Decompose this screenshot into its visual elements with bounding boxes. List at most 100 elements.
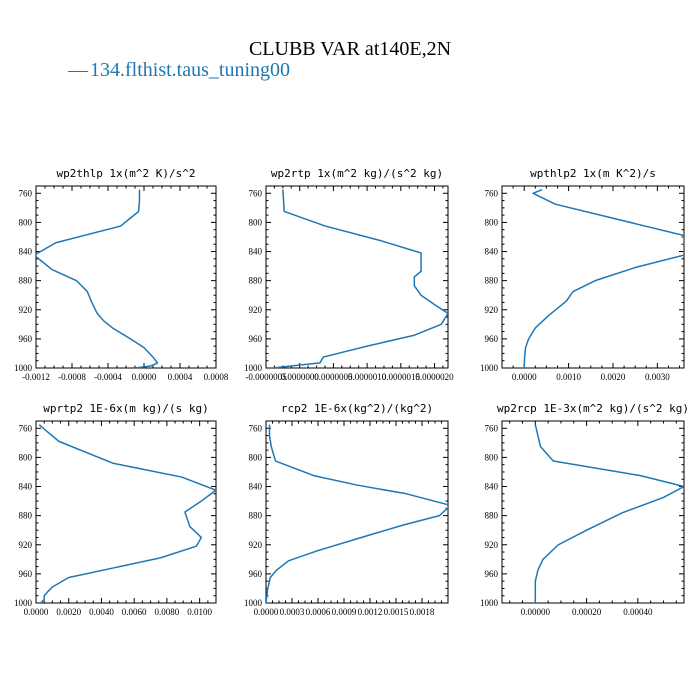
chart-panel-5: rcp2 1E-6x(kg^2)/(kg^2) 760 800 840 880 920 96… bbox=[244, 402, 449, 617]
x-tick-label: 0.0000 bbox=[24, 607, 49, 617]
x-tick-label: 0.0009 bbox=[332, 607, 357, 617]
x-tick-label: 0.0000 bbox=[132, 372, 157, 382]
x-tick-label: 0.0000000 bbox=[281, 372, 320, 382]
y-tick-label: 1000 bbox=[480, 363, 499, 373]
series-line bbox=[272, 189, 448, 368]
y-tick-label: 960 bbox=[19, 569, 33, 579]
plot-frame bbox=[35, 420, 217, 604]
legend-label: 134.flthist.taus_tuning00 bbox=[90, 59, 290, 81]
y-tick-label: 880 bbox=[249, 511, 263, 521]
x-tick-label: 0.0000 bbox=[254, 607, 279, 617]
y-tick-label: 760 bbox=[249, 423, 263, 433]
y-tick-label: 760 bbox=[485, 188, 499, 198]
y-tick-label: 960 bbox=[485, 334, 499, 344]
y-tick-label: 840 bbox=[19, 247, 33, 257]
y-tick-label: 800 bbox=[249, 217, 263, 227]
x-tick-label: 0.00040 bbox=[623, 607, 653, 617]
x-tick-label: 0.0030 bbox=[645, 372, 670, 382]
figure-title: CLUBB VAR at140E,2N bbox=[249, 38, 451, 60]
x-tick-label: 0.0004 bbox=[168, 372, 193, 382]
y-tick-label: 800 bbox=[249, 452, 263, 462]
x-tick-label: -0.0008 bbox=[58, 372, 86, 382]
plot-frame bbox=[501, 420, 685, 604]
x-tick-label: 0.0000 bbox=[512, 372, 537, 382]
y-tick-label: 1000 bbox=[480, 598, 499, 608]
y-tick-label: 840 bbox=[19, 482, 33, 492]
y-tick-label: 920 bbox=[19, 540, 33, 550]
y-tick-label: 880 bbox=[19, 511, 33, 521]
y-tick-label: 1000 bbox=[244, 598, 263, 608]
y-tick-label: 840 bbox=[485, 247, 499, 257]
plot-frame bbox=[35, 185, 217, 369]
x-tick-label: -0.0012 bbox=[22, 372, 50, 382]
series-line bbox=[36, 189, 159, 368]
y-tick-label: 760 bbox=[19, 423, 33, 433]
y-tick-label: 960 bbox=[19, 334, 33, 344]
x-tick-label: 0.0000010 bbox=[348, 372, 387, 382]
y-tick-label: 840 bbox=[485, 482, 499, 492]
plot-frame bbox=[265, 420, 449, 604]
y-tick-label: 880 bbox=[485, 511, 499, 521]
chart-panel-2: wp2rtp 1x(m^2 kg)/(s^2 kg) 760 800 840 880 92… bbox=[244, 167, 454, 382]
y-tick-label: 880 bbox=[19, 276, 33, 286]
panel-title: wprtp2 1E-6x(m kg)/(s kg) bbox=[43, 402, 209, 415]
x-tick-label: -0.0004 bbox=[94, 372, 122, 382]
panel-title: wpthlp2 1x(m K^2)/s bbox=[530, 167, 656, 180]
series-line bbox=[266, 424, 448, 603]
x-tick-label: 0.0000020 bbox=[415, 372, 454, 382]
chart-panel-3: wpthlp2 1x(m K^2)/s 760 800 840 880 920 960 100… bbox=[480, 167, 685, 382]
panel-title: wp2thlp 1x(m^2 K)/s^2 bbox=[56, 167, 195, 180]
y-tick-label: 960 bbox=[249, 569, 263, 579]
x-tick-label: -0.0000005 bbox=[245, 372, 287, 382]
panel-title: wp2rcp 1E-3x(m^2 kg)/(s^2 kg) bbox=[497, 402, 689, 415]
series-line bbox=[523, 188, 684, 368]
y-tick-label: 880 bbox=[485, 276, 499, 286]
y-tick-label: 920 bbox=[485, 540, 499, 550]
plot-frame bbox=[501, 185, 685, 369]
x-tick-label: 0.0040 bbox=[89, 607, 114, 617]
y-tick-label: 800 bbox=[19, 452, 33, 462]
x-tick-label: 0.0018 bbox=[410, 607, 435, 617]
chart-panel-1: wp2thlp 1x(m^2 K)/s^2 760 800 840 880 920 960 1… bbox=[14, 167, 229, 382]
y-tick-label: 760 bbox=[249, 188, 263, 198]
plot-frame bbox=[265, 185, 449, 369]
y-tick-label: 840 bbox=[249, 482, 263, 492]
series-line bbox=[38, 424, 216, 603]
x-tick-label: 0.0010 bbox=[556, 372, 581, 382]
x-tick-label: 0.0008 bbox=[204, 372, 229, 382]
x-tick-label: 0.0000015 bbox=[382, 372, 421, 382]
x-tick-label: 0.0020 bbox=[56, 607, 81, 617]
panel-grid: wp2thlp 1x(m^2 K)/s^2 760 800 840 880 920 960 1… bbox=[14, 167, 689, 617]
x-tick-label: 0.00000 bbox=[521, 607, 551, 617]
legend-marker: — bbox=[67, 59, 89, 81]
series-line bbox=[534, 424, 684, 603]
x-tick-label: 0.0080 bbox=[155, 607, 180, 617]
y-tick-label: 960 bbox=[249, 334, 263, 344]
chart-panel-4: wprtp2 1E-6x(m kg)/(s kg) 760 800 840 880 920… bbox=[14, 402, 217, 617]
y-tick-label: 840 bbox=[249, 247, 263, 257]
y-tick-label: 920 bbox=[485, 305, 499, 315]
y-tick-label: 880 bbox=[249, 276, 263, 286]
y-tick-label: 920 bbox=[19, 305, 33, 315]
y-tick-label: 800 bbox=[485, 452, 499, 462]
x-tick-label: 0.0100 bbox=[187, 607, 212, 617]
y-tick-label: 800 bbox=[19, 217, 33, 227]
y-tick-label: 1000 bbox=[14, 598, 33, 608]
y-tick-label: 1000 bbox=[244, 363, 263, 373]
y-tick-label: 760 bbox=[19, 188, 33, 198]
x-tick-label: 0.0020 bbox=[601, 372, 626, 382]
panel-title: rcp2 1E-6x(kg^2)/(kg^2) bbox=[281, 402, 433, 415]
y-tick-label: 1000 bbox=[14, 363, 33, 373]
x-tick-label: 0.0000005 bbox=[314, 372, 353, 382]
y-tick-label: 920 bbox=[249, 305, 263, 315]
x-tick-label: 0.0015 bbox=[384, 607, 409, 617]
x-tick-label: 0.0003 bbox=[280, 607, 305, 617]
y-tick-label: 960 bbox=[485, 569, 499, 579]
y-tick-label: 800 bbox=[485, 217, 499, 227]
x-tick-label: 0.00020 bbox=[572, 607, 602, 617]
y-tick-label: 920 bbox=[249, 540, 263, 550]
panel-title: wp2rtp 1x(m^2 kg)/(s^2 kg) bbox=[271, 167, 443, 180]
chart-panel-6: wp2rcp 1E-3x(m^2 kg)/(s^2 kg) 760 800 840 88… bbox=[480, 402, 689, 617]
y-tick-label: 760 bbox=[485, 423, 499, 433]
